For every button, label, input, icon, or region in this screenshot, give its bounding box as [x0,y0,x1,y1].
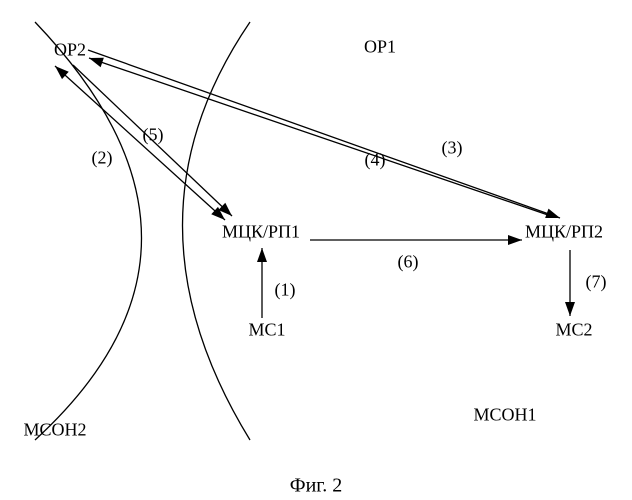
figure-caption: Фиг. 2 [290,475,342,498]
arrow-label-a2: (2) [92,148,113,169]
arrow-label-a3: (3) [442,138,463,159]
node-label-mcoh1: MCOH1 [473,405,536,426]
arrow-label-a4: (4) [365,150,386,171]
node-label-op2: OP2 [54,40,86,61]
region-arc-1 [35,22,142,440]
arrow-label-a5: (5) [143,125,164,146]
node-label-mc1: MC1 [248,320,285,341]
node-label-mcoh2: MCOH2 [23,420,86,441]
node-label-n1: МЦК/РП1 [222,222,300,243]
node-label-mc2: MC2 [555,320,592,341]
node-label-op1: OP1 [364,37,396,58]
arrow-a1 [257,248,267,318]
arrow-a6 [310,235,522,245]
diagram-canvas [0,0,632,500]
arrow-label-a7: (7) [586,272,607,293]
arrow-label-a6: (6) [398,252,419,273]
arrow-label-a1: (1) [275,280,296,301]
arrow-a7 [565,250,575,316]
node-label-n2: МЦК/РП2 [525,222,603,243]
